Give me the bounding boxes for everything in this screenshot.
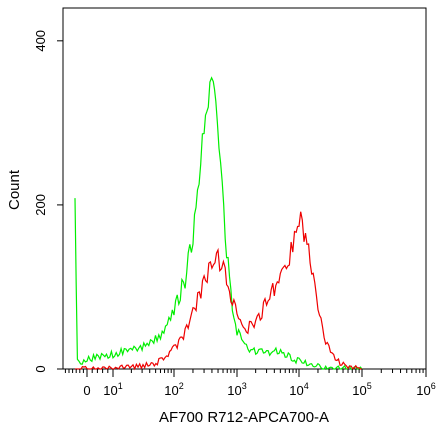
plot-frame bbox=[62, 7, 427, 370]
x-tick-label: 103 bbox=[227, 381, 246, 398]
y-tick-label: 200 bbox=[33, 194, 48, 216]
y-tick-label: 0 bbox=[33, 365, 48, 372]
x-axis-title: AF700 R712-APCA700-A bbox=[159, 409, 329, 426]
x-tick-label: 106 bbox=[416, 381, 435, 398]
x-tick-label: 105 bbox=[352, 381, 371, 398]
y-axis-title: Count bbox=[6, 169, 23, 210]
y-axis: 0 200 400 bbox=[33, 30, 63, 373]
x-tick-label: 101 bbox=[103, 381, 122, 398]
series-layer bbox=[74, 76, 363, 371]
histogram-series-1 bbox=[74, 76, 363, 370]
y-tick-label: 400 bbox=[33, 30, 48, 52]
x-axis: 0 101 102 103 104 105 106 bbox=[64, 369, 436, 398]
x-tick-label: 0 bbox=[83, 383, 90, 398]
histogram-series-2 bbox=[75, 211, 362, 371]
x-tick-label: 102 bbox=[164, 381, 183, 398]
x-tick-label: 104 bbox=[289, 381, 308, 398]
